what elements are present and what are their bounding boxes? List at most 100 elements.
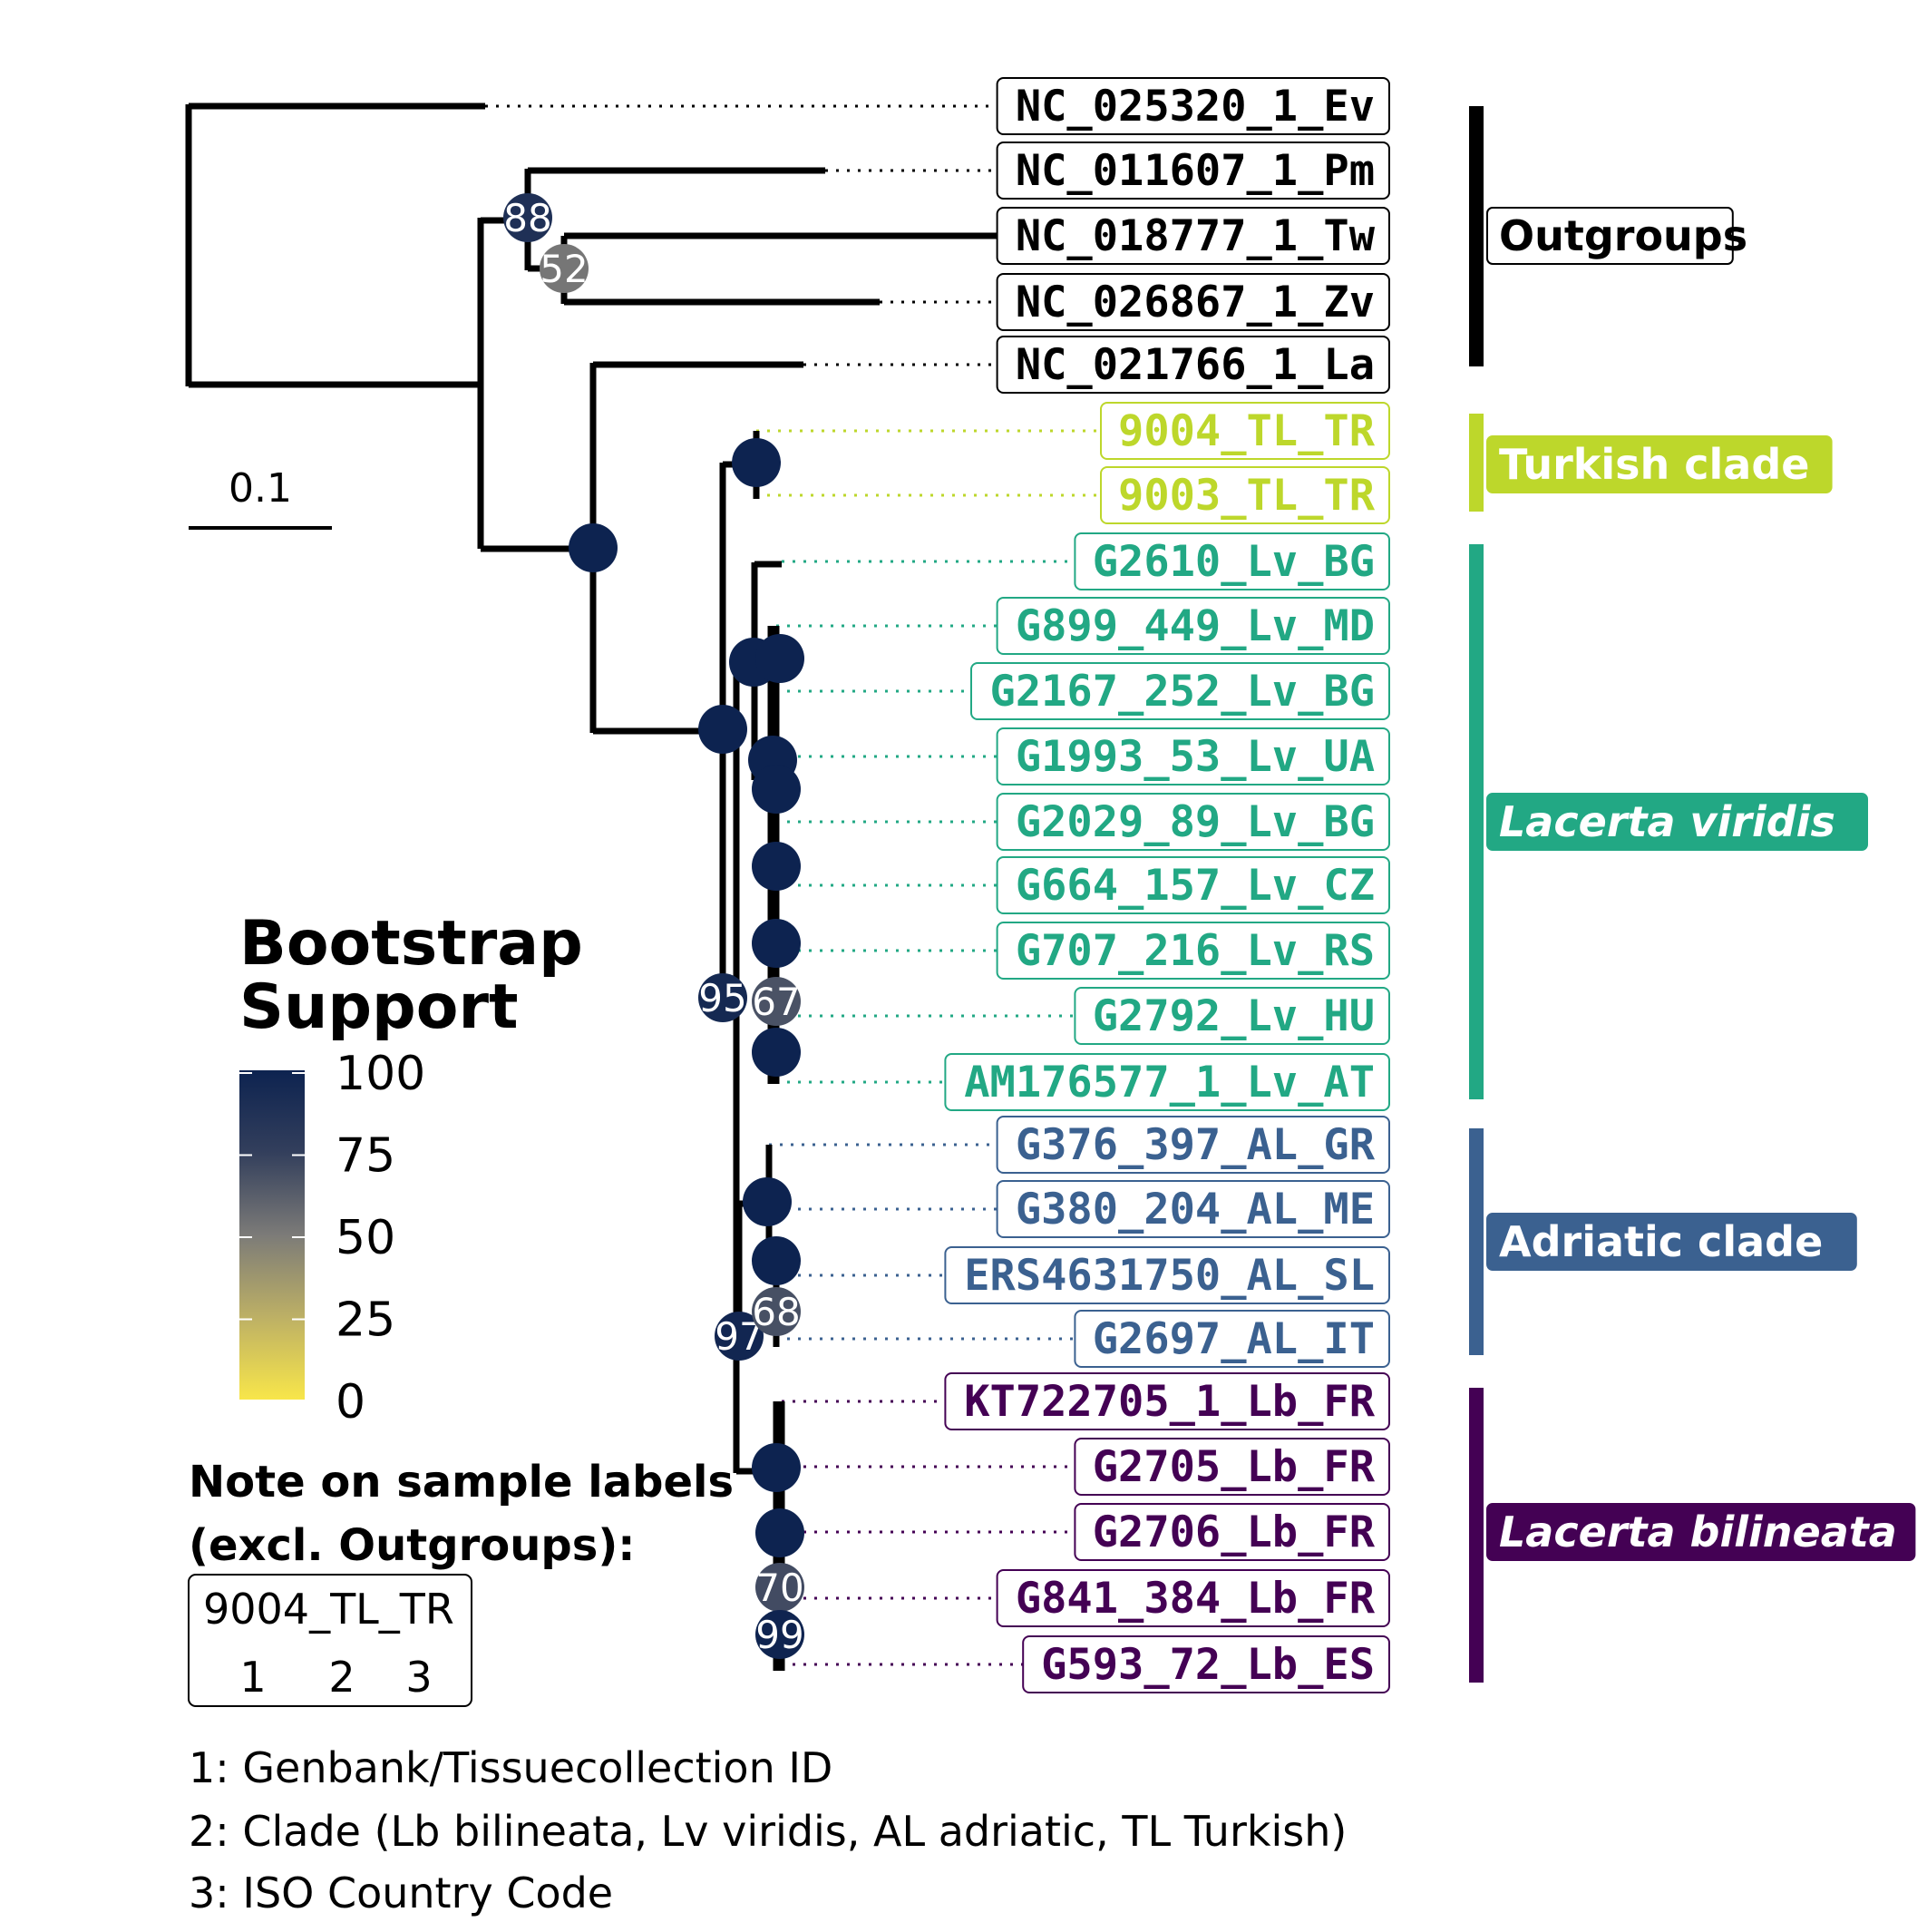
scale-bar: 0.1 xyxy=(189,465,332,530)
tip-label-box xyxy=(996,1569,1390,1627)
bootstrap-node xyxy=(752,765,801,814)
tip-label: AM176577_1_Lv_AT xyxy=(964,1058,1375,1107)
clade-bar-outgroups xyxy=(1469,106,1484,366)
note-line-3: 3: ISO Country Code xyxy=(189,1869,613,1917)
bootstrap-node xyxy=(743,1177,792,1226)
note-title-line1: Note on sample labels xyxy=(189,1457,734,1508)
tree-branches xyxy=(185,102,1007,1671)
legend-tick-label: 100 xyxy=(336,1047,425,1101)
tip-label-box xyxy=(996,77,1390,135)
clade-bar-turkish xyxy=(1469,414,1484,512)
clade-annotations: Outgroups Turkish clade Lacerta viridis Adr… xyxy=(1469,106,1916,1683)
legend-tick-label: 50 xyxy=(336,1211,395,1265)
legend-tick-label: 25 xyxy=(336,1293,395,1348)
bootstrap-value-label: 88 xyxy=(503,196,551,240)
clade-label-adriatic: Adriatic clade xyxy=(1499,1217,1823,1266)
clade-label-turkish: Turkish clade xyxy=(1499,440,1809,489)
note-line-1: 1: Genbank/Tissuecollection ID xyxy=(189,1743,832,1792)
tip-label: G707_216_Lv_RS xyxy=(1016,926,1375,976)
tip-label: G841_384_Lb_FR xyxy=(1016,1574,1376,1624)
tip-label: NC_025320_1_Ev xyxy=(1016,82,1375,132)
clade-label-box-adriatic xyxy=(1486,1213,1857,1271)
bootstrap-node xyxy=(698,973,747,1022)
tip-label: G593_72_Lb_ES xyxy=(1041,1640,1375,1690)
tip-label: G2610_Lv_BG xyxy=(1093,537,1375,587)
tip-label-box xyxy=(944,1372,1391,1430)
tip-label: G2167_252_Lv_BG xyxy=(990,667,1375,717)
note-title-line2: (excl. Outgroups): xyxy=(189,1520,635,1571)
legend-title-line1: Bootstrap xyxy=(239,908,583,980)
bootstrap-value-label: 99 xyxy=(755,1613,803,1657)
bootstrap-legend: Bootstrap Support 100 75 50 25 0 xyxy=(239,908,583,1429)
tip-label-box xyxy=(970,662,1390,720)
clade-label-box-bilineata xyxy=(1486,1503,1916,1561)
bootstrap-value-label: 70 xyxy=(755,1566,803,1610)
bootstrap-node xyxy=(755,1508,804,1557)
bootstrap-node xyxy=(569,523,618,572)
legend-colorbar xyxy=(239,1070,305,1400)
bootstrap-value-label: 68 xyxy=(752,1290,800,1334)
bootstrap-node xyxy=(540,244,589,293)
tip-label-box xyxy=(996,141,1390,200)
clade-label-box-viridis xyxy=(1486,793,1868,851)
clade-bar-viridis xyxy=(1469,544,1484,1099)
tip-label: NC_021766_1_La xyxy=(1016,340,1375,390)
clade-label-viridis: Lacerta viridis xyxy=(1499,797,1835,846)
tip-label-box xyxy=(1074,987,1391,1045)
tip-label: G899_449_Lv_MD xyxy=(1016,601,1375,651)
tip-label: G1993_53_Lv_UA xyxy=(1016,732,1375,782)
tip-label: 9003_TL_TR xyxy=(1118,471,1376,521)
tip-label: ERS4631750_AL_SL xyxy=(964,1251,1375,1301)
tip-label: NC_026867_1_Zv xyxy=(1016,278,1375,327)
note-example-number-1: 1 xyxy=(239,1653,266,1702)
tip-label-box xyxy=(1022,1635,1390,1693)
bootstrap-node xyxy=(752,1028,801,1077)
tip-label-box xyxy=(1074,1310,1391,1368)
bootstrap-node xyxy=(503,193,552,242)
note-example-label: 9004_TL_TR xyxy=(203,1585,454,1634)
tip-label-box xyxy=(1100,466,1390,524)
note-example-number-3: 3 xyxy=(405,1653,432,1702)
bootstrap-node xyxy=(755,634,804,683)
tip-label: G380_204_AL_ME xyxy=(1016,1185,1375,1234)
bootstrap-node xyxy=(698,705,747,754)
tip-label: NC_018777_1_Tw xyxy=(1016,211,1376,261)
sample-label-note: Note on sample labels (excl. Outgroups):… xyxy=(188,1457,1347,1917)
tip-label-box xyxy=(1074,1438,1391,1496)
clade-label-bilineata: Lacerta bilineata xyxy=(1499,1508,1897,1556)
note-example-box xyxy=(188,1574,472,1707)
legend-tick-label: 0 xyxy=(336,1375,365,1429)
legend-title-line2: Support xyxy=(239,971,519,1043)
bootstrap-value-label: 52 xyxy=(540,247,588,291)
bootstrap-node xyxy=(752,842,801,891)
clade-label-box-outgroups xyxy=(1486,207,1734,265)
tip-label: G2697_AL_IT xyxy=(1093,1314,1375,1364)
tip-leader-lines xyxy=(485,104,1101,1666)
scale-bar-label: 0.1 xyxy=(229,465,292,512)
legend-ticks: 100 75 50 25 0 xyxy=(239,1047,425,1429)
clade-label-outgroups: Outgroups xyxy=(1499,211,1747,260)
bootstrap-node xyxy=(752,919,801,968)
clade-label-box-turkish xyxy=(1486,435,1833,493)
bootstrap-node xyxy=(752,1443,801,1492)
note-line-2: 2: Clade (Lb bilineata, Lv viridis, AL a… xyxy=(189,1807,1347,1856)
tip-label-box xyxy=(996,336,1390,394)
tip-label-box xyxy=(944,1053,1391,1111)
tip-label-box xyxy=(944,1246,1391,1304)
tip-label: G2706_Lb_FR xyxy=(1093,1508,1376,1557)
tip-label-box xyxy=(996,922,1390,980)
tip-label-box xyxy=(996,856,1390,914)
tip-label-box xyxy=(996,1116,1390,1174)
bootstrap-node xyxy=(752,977,801,1026)
tip-label: G664_157_Lv_CZ xyxy=(1016,861,1375,911)
tip-label-box xyxy=(996,273,1390,331)
tip-labels: NC_025320_1_Ev NC_011607_1_Pm NC_018777_1_… xyxy=(944,77,1391,1693)
tip-label-box xyxy=(996,793,1390,851)
tip-label-box xyxy=(1074,532,1391,590)
tip-label-box xyxy=(1100,402,1390,460)
tip-label-box xyxy=(996,727,1390,785)
tip-label-box xyxy=(996,207,1390,265)
